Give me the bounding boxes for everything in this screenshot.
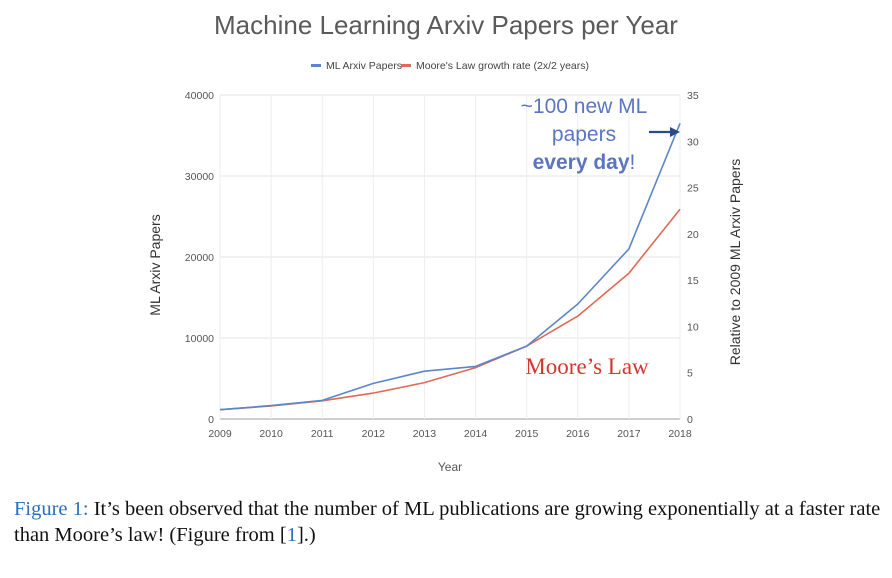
annotation-papers: ~100 new ML papers every day! <box>521 95 648 174</box>
x-tick-label: 2013 <box>413 428 437 440</box>
chart-title: Machine Learning Arxiv Papers per Year <box>214 10 678 40</box>
y-tick-label: 30000 <box>185 171 214 183</box>
x-tick-label: 2015 <box>515 428 539 440</box>
x-tick-label: 2017 <box>617 428 641 440</box>
annotation-papers-bang: ! <box>630 151 636 174</box>
x-tick-label: 2010 <box>259 428 283 440</box>
annotation-papers-line2: papers <box>552 123 616 146</box>
y2-tick-label: 5 <box>687 368 693 380</box>
y2-tick-label: 25 <box>687 183 699 195</box>
y-tick-label: 0 <box>208 414 214 426</box>
annotation-papers-bold: every day <box>533 151 630 174</box>
series-line-moores-law <box>219 208 681 411</box>
y-axis-label: ML Arxiv Papers <box>147 214 163 315</box>
series-line-ml-arxiv-papers <box>219 123 681 411</box>
y2-tick-label: 35 <box>687 90 699 102</box>
annotation-moore: Moore’s Law <box>525 354 649 379</box>
y2-tick-label: 15 <box>687 275 699 287</box>
arrow-icon <box>649 127 680 137</box>
x-tick-label: 2012 <box>362 428 386 440</box>
y2-tick-label: 0 <box>687 414 693 426</box>
figure-caption: Figure 1: It’s been observed that the nu… <box>14 496 884 548</box>
x-tick-label: 2016 <box>566 428 590 440</box>
y-tick-label: 40000 <box>185 90 214 102</box>
legend-swatch-ml <box>311 64 321 67</box>
y-tick-label: 20000 <box>185 252 214 264</box>
chart: Machine Learning Arxiv Papers per Year M… <box>147 10 743 474</box>
legend-label-ml: ML Arxiv Papers <box>326 60 402 72</box>
annotation-papers-line1: ~100 new ML <box>521 95 648 118</box>
legend-label-moore: Moore's Law growth rate (2x/2 years) <box>416 60 589 72</box>
caption-text-b: ].) <box>296 524 316 546</box>
x-axis-ticks: 2009 2010 2011 2012 2013 2014 2015 2016 2017 2018 <box>208 428 692 440</box>
x-tick-label: 2011 <box>311 428 334 440</box>
x-tick-label: 2018 <box>668 428 692 440</box>
series-lines <box>219 123 681 411</box>
y-tick-label: 10000 <box>185 333 214 345</box>
y2-axis-ticks: 0 5 10 15 20 25 30 35 <box>687 90 699 426</box>
x-tick-label: 2009 <box>208 428 232 440</box>
x-axis-label: Year <box>438 460 462 474</box>
annotation-papers-line3: every day! <box>533 151 636 174</box>
y2-axis-label: Relative to 2009 ML Arxiv Papers <box>727 159 743 365</box>
caption-text-a: It’s been observed that the number of ML… <box>14 498 881 546</box>
y2-tick-label: 30 <box>687 136 699 148</box>
caption-label: Figure 1: <box>14 498 89 520</box>
y2-tick-label: 10 <box>687 321 699 333</box>
legend: ML Arxiv Papers Moore's Law growth rate … <box>311 60 589 72</box>
caption-ref-link[interactable]: 1 <box>286 524 297 546</box>
gridlines <box>219 94 681 420</box>
y2-tick-label: 20 <box>687 229 699 241</box>
x-tick-label: 2014 <box>464 428 488 440</box>
y-axis-ticks: 0 10000 20000 30000 40000 <box>185 90 214 426</box>
legend-swatch-moore <box>401 64 411 67</box>
